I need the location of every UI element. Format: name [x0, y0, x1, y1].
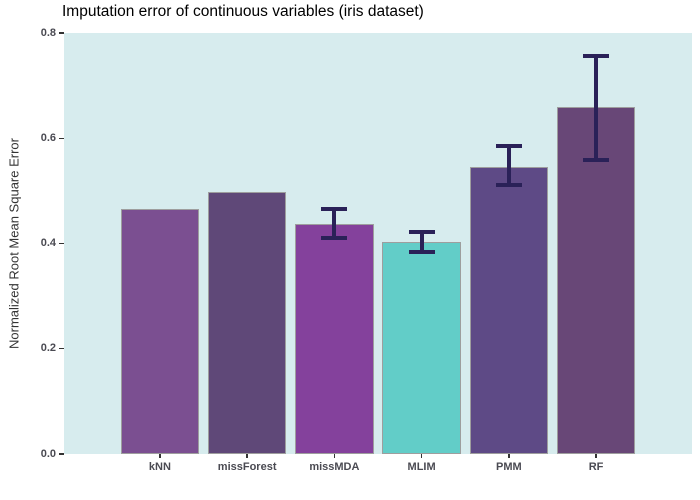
error-bar-stem-RF [594, 55, 599, 161]
x-tick-mark-kNN [159, 454, 161, 458]
error-bar-stem-missMDA [332, 208, 337, 238]
y-tick-mark-0.2 [59, 348, 64, 350]
bar-RF [556, 106, 636, 454]
bar-missForest [207, 192, 287, 454]
bar-PMM [469, 166, 549, 454]
y-tick-label-0.8: 0.8 [40, 26, 56, 39]
y-tick-mark-0.6 [59, 137, 64, 139]
y-tick-label-0.4: 0.4 [40, 237, 56, 249]
x-tick-label-MLIM: MLIM [407, 461, 436, 473]
x-tick-mark-PMM [508, 454, 510, 458]
x-tick-mark-missForest [246, 454, 248, 458]
error-bar-upper-cap-MLIM [408, 230, 435, 235]
error-bar-stem-PMM [506, 145, 511, 185]
y-tick-mark-0.0 [59, 453, 64, 455]
y-tick-mark-0.8 [59, 32, 64, 34]
error-bar-lower-cap-RF [583, 158, 610, 163]
y-tick-mark-0.4 [59, 242, 64, 245]
x-tick-label-PMM: PMM [495, 461, 522, 473]
bar-kNN [120, 209, 200, 454]
x-tick-mark-RF [595, 454, 597, 458]
error-bar-lower-cap-missMDA [321, 235, 348, 240]
error-bar-lower-cap-MLIM [408, 250, 435, 255]
y-tick-label-0.2: 0.2 [40, 342, 56, 355]
error-bar-stem-MLIM [419, 232, 424, 253]
error-bar-upper-cap-RF [583, 53, 610, 58]
error-bar-upper-cap-missMDA [321, 206, 348, 211]
y-tick-label-0.6: 0.6 [40, 131, 56, 144]
x-tick-mark-missMDA [333, 454, 336, 458]
plot-panel [64, 33, 692, 454]
error-bar-lower-cap-PMM [495, 182, 522, 187]
x-tick-label-kNN: kNN [148, 461, 171, 473]
y-tick-label-0.0: 0.0 [40, 447, 56, 460]
x-tick-mark-MLIM [420, 454, 423, 458]
error-bar-upper-cap-PMM [495, 143, 522, 148]
x-tick-label-missForest: missForest [217, 461, 277, 473]
bar-MLIM [382, 242, 461, 454]
x-tick-label-RF: RF [588, 461, 604, 473]
bar-missMDA [295, 223, 374, 454]
y-axis-title: Normalized Root Mean Square Error [6, 138, 22, 349]
x-tick-label-missMDA: missMDA [309, 461, 360, 473]
chart-title: Imputation error of continuous variables… [62, 3, 424, 20]
